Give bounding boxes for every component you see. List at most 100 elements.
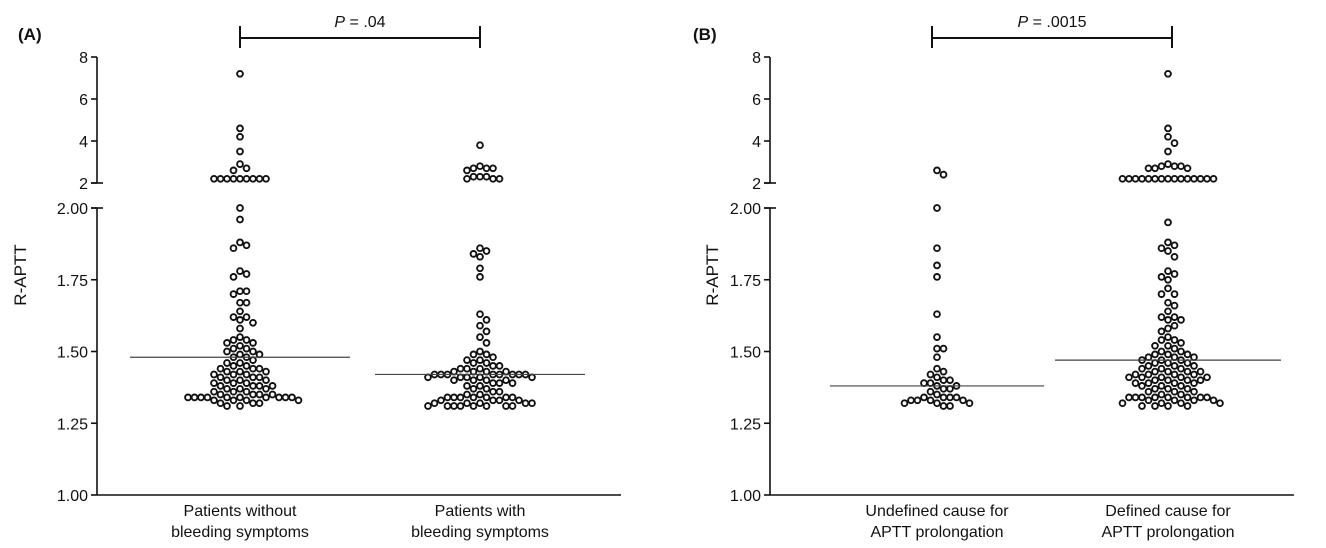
- data-point: [1157, 313, 1166, 321]
- data-point: [236, 204, 244, 212]
- data-point: [482, 164, 491, 173]
- data-point: [268, 390, 277, 399]
- data-point: [229, 370, 238, 379]
- y-tick-label: 1.00: [730, 488, 761, 505]
- data-point: [463, 166, 471, 175]
- data-point: [476, 252, 484, 261]
- data-point: [1164, 359, 1172, 367]
- data-point: [1164, 324, 1172, 333]
- data-point: [1177, 399, 1185, 408]
- data-point: [926, 379, 935, 387]
- data-point: [463, 390, 471, 399]
- data-point: [262, 384, 270, 393]
- data-point: [482, 402, 491, 410]
- data-point: [933, 344, 941, 353]
- data-point: [939, 393, 948, 402]
- data-point: [1164, 275, 1172, 284]
- data-point: [1209, 174, 1218, 183]
- data-point: [1157, 174, 1166, 183]
- data-point: [1164, 384, 1172, 393]
- data-point: [1164, 376, 1172, 385]
- data-point: [1125, 373, 1133, 382]
- data-point: [249, 347, 257, 356]
- data-point: [223, 339, 231, 347]
- data-point: [229, 313, 238, 321]
- data-point: [1183, 350, 1192, 359]
- panel-label: (A): [18, 25, 42, 44]
- data-point: [476, 244, 484, 253]
- data-point: [1138, 393, 1146, 402]
- data-point: [1196, 393, 1205, 402]
- data-point: [482, 172, 491, 181]
- y-tick-label: 6: [79, 92, 88, 109]
- p-symbol: P: [334, 14, 345, 31]
- data-point: [1144, 379, 1153, 387]
- data-point: [223, 359, 231, 367]
- y-tick-label: 1.50: [57, 345, 88, 362]
- data-point: [223, 174, 231, 183]
- data-point: [907, 396, 915, 405]
- data-point: [255, 399, 264, 408]
- data-point: [443, 393, 452, 402]
- data-point: [450, 367, 458, 376]
- data-point: [236, 267, 244, 275]
- data-point: [1151, 359, 1159, 367]
- data-point: [1164, 147, 1172, 156]
- data-point: [1164, 238, 1172, 247]
- data-point: [1164, 341, 1172, 350]
- data-point: [1157, 390, 1166, 399]
- y-tick-label: 1.75: [730, 273, 761, 290]
- data-point: [1177, 162, 1185, 171]
- data-point: [482, 384, 491, 393]
- data-point: [933, 353, 941, 362]
- data-point: [946, 402, 954, 410]
- x-category-label: Patients with: [435, 503, 526, 520]
- data-point: [1203, 373, 1211, 382]
- data-point: [926, 396, 935, 405]
- data-point: [249, 174, 257, 183]
- y-axis-label: R-APTT: [703, 244, 722, 305]
- y-tick-label: 8: [79, 50, 88, 67]
- data-point: [965, 399, 974, 408]
- data-point: [1183, 359, 1192, 367]
- data-point: [482, 247, 491, 255]
- data-point: [1183, 367, 1192, 376]
- data-point: [476, 172, 484, 181]
- data-point: [933, 204, 941, 212]
- data-point: [1183, 174, 1192, 183]
- data-point: [236, 298, 244, 307]
- data-point: [210, 174, 218, 183]
- data-point: [184, 393, 192, 402]
- data-point: [1157, 347, 1166, 356]
- data-point: [469, 393, 478, 402]
- data-point: [469, 402, 478, 410]
- data-point: [255, 373, 264, 382]
- data-point: [952, 393, 961, 402]
- data-point: [1170, 139, 1179, 147]
- data-point: [236, 132, 244, 141]
- data-point: [1170, 344, 1179, 353]
- data-point: [1157, 327, 1166, 336]
- data-point: [1157, 162, 1166, 171]
- data-point: [933, 166, 941, 175]
- data-point: [476, 333, 484, 341]
- series-2-points: [1118, 69, 1224, 410]
- data-point: [1190, 387, 1198, 396]
- data-point: [495, 396, 504, 405]
- data-point: [1170, 353, 1179, 362]
- data-point: [463, 373, 471, 382]
- data-point: [236, 147, 244, 156]
- data-point: [502, 367, 510, 376]
- data-point: [1164, 247, 1172, 255]
- data-point: [1190, 370, 1198, 379]
- data-point: [1131, 174, 1140, 183]
- data-point: [1190, 396, 1198, 405]
- data-point: [939, 376, 948, 385]
- data-point: [1170, 379, 1179, 387]
- data-point: [1170, 313, 1179, 321]
- data-point: [1177, 364, 1185, 373]
- y-tick-label: 8: [752, 50, 761, 67]
- data-point: [229, 336, 238, 344]
- data-point: [1170, 174, 1179, 183]
- data-point: [1203, 393, 1211, 402]
